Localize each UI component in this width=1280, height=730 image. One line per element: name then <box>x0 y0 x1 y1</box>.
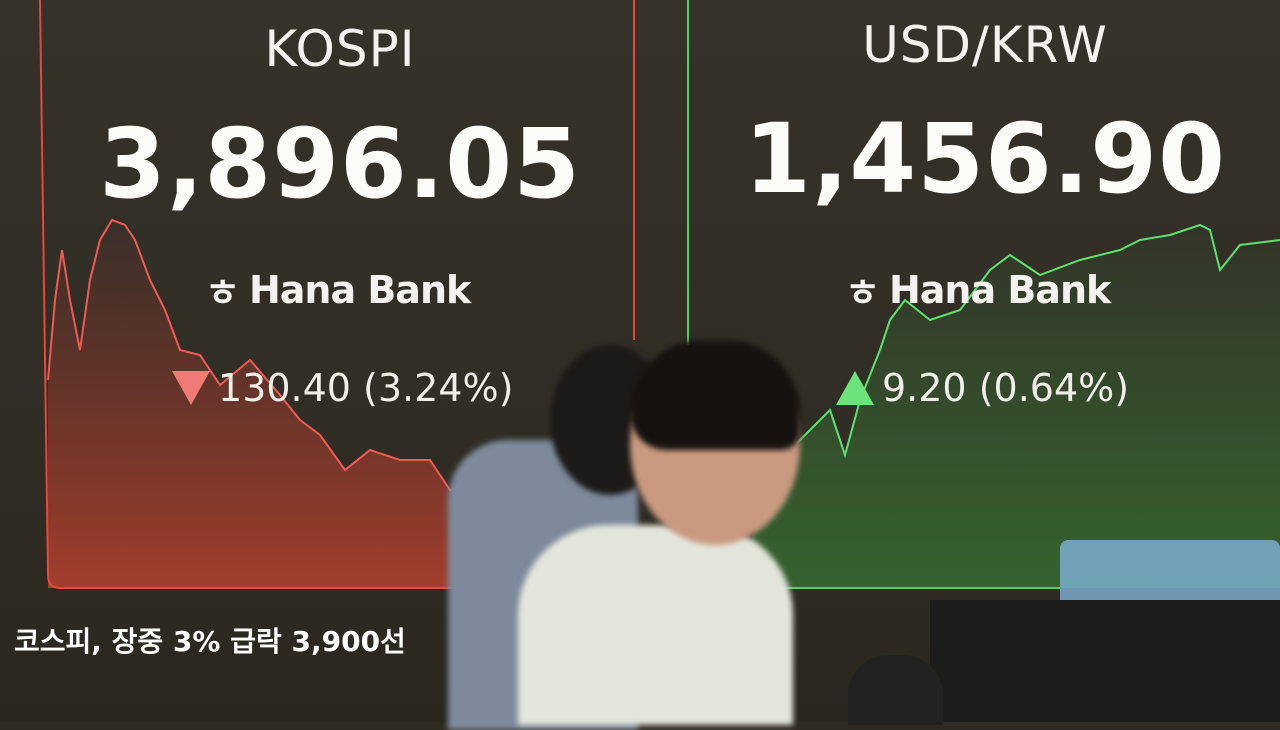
usdkrw-brand: ㅎ Hana Bank <box>845 262 1111 317</box>
usd-line <box>789 223 1280 459</box>
kospi-change: 130.40 (3.24%) <box>172 366 513 410</box>
hana-logo-icon: ㅎ <box>205 271 240 315</box>
person-front-hair <box>630 340 800 450</box>
down-arrow-icon <box>172 371 210 405</box>
kospi-title: KOSPI <box>264 20 416 78</box>
news-caption: 코스피, 장중 3% 급락 3,900선 <box>14 625 406 658</box>
hana-logo-icon: ㅎ <box>845 271 880 315</box>
kospi-area <box>48 220 500 588</box>
kospi-value: 3,896.05 <box>99 108 581 220</box>
usdkrw-change: 9.20 (0.64%) <box>836 366 1129 410</box>
chair <box>848 655 943 725</box>
person-front-body <box>518 525 793 725</box>
usdkrw-value: 1,456.90 <box>744 103 1226 215</box>
kospi-brand: ㅎ Hana Bank <box>205 262 471 317</box>
up-arrow-icon <box>836 371 874 405</box>
foreground-monitor <box>930 600 1280 722</box>
kospi-line <box>47 218 501 492</box>
usd-area <box>730 225 1280 588</box>
kospi-frame <box>39 0 460 589</box>
usdkrw-title: USD/KRW <box>862 16 1108 74</box>
monitor-blur <box>1060 540 1280 610</box>
